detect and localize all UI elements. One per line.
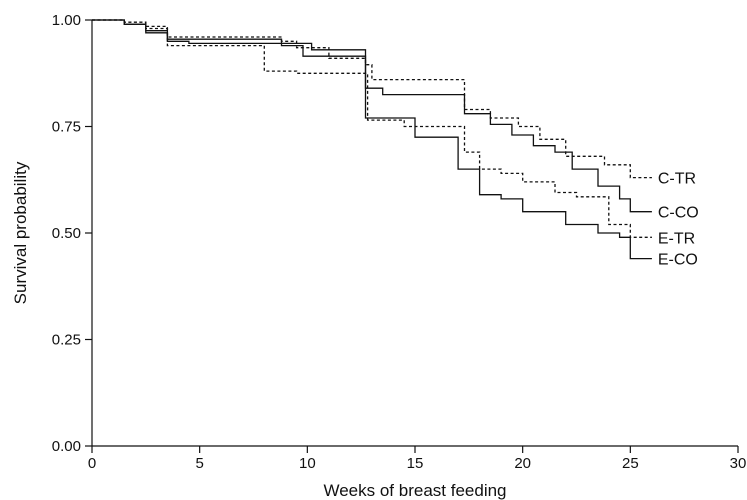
y-ticks: 0.00 0.25 0.50 0.75 1.00 xyxy=(52,12,92,455)
series-label-e-co: E-CO xyxy=(658,252,698,269)
plot-series: C-TR C-CO E-TR E-CO xyxy=(92,19,699,269)
y-tick-label: 1.00 xyxy=(52,12,81,29)
y-tick-label: 0.00 xyxy=(52,438,81,455)
x-axis-title: Weeks of breast feeding xyxy=(323,481,506,500)
axes xyxy=(91,20,738,447)
series-line-e-co xyxy=(92,19,652,260)
series-line-e-tr xyxy=(92,19,652,238)
series-line-c-co xyxy=(92,19,652,213)
series-label-c-co: C-CO xyxy=(658,205,699,222)
x-tick-label: 10 xyxy=(299,455,316,472)
series-label-c-tr: C-TR xyxy=(658,171,696,188)
x-ticks: 0 5 10 15 20 25 30 xyxy=(88,446,747,472)
x-tick-label: 30 xyxy=(730,455,747,472)
x-tick-label: 0 xyxy=(88,455,96,472)
x-tick-label: 5 xyxy=(195,455,203,472)
x-tick-label: 25 xyxy=(622,455,639,472)
x-tick-label: 20 xyxy=(514,455,531,472)
series-line-c-tr xyxy=(92,19,652,179)
y-axis-title: Survival probability xyxy=(11,161,30,304)
y-tick-label: 0.75 xyxy=(52,119,81,136)
series-label-e-tr: E-TR xyxy=(658,230,695,247)
x-tick-label: 15 xyxy=(407,455,424,472)
y-tick-label: 0.50 xyxy=(52,225,81,242)
y-tick-label: 0.25 xyxy=(52,332,81,349)
